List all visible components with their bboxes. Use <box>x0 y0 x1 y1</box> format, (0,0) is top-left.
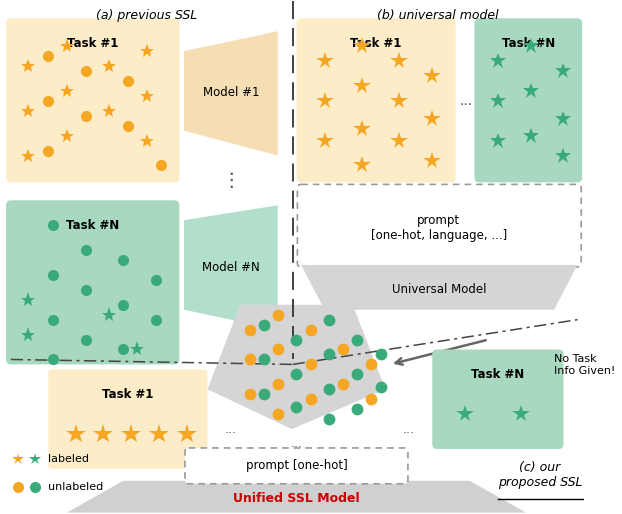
FancyBboxPatch shape <box>297 185 581 267</box>
FancyBboxPatch shape <box>432 350 564 449</box>
Text: ...: ... <box>290 437 302 450</box>
Text: Universal Model: Universal Model <box>392 283 486 297</box>
Text: No Task
Info Given!: No Task Info Given! <box>554 355 615 376</box>
Text: (a) previous SSL: (a) previous SSL <box>96 9 197 22</box>
Text: ...: ... <box>460 94 473 108</box>
Polygon shape <box>67 481 526 512</box>
Text: Model #1: Model #1 <box>203 86 259 99</box>
Text: ...: ... <box>225 423 237 435</box>
Polygon shape <box>301 265 577 310</box>
Text: labeled: labeled <box>49 454 89 464</box>
Text: Task #1: Task #1 <box>350 37 402 50</box>
Text: (b) universal model: (b) universal model <box>377 9 499 22</box>
Text: ...: ... <box>403 423 415 435</box>
Polygon shape <box>208 305 386 429</box>
FancyBboxPatch shape <box>475 19 582 182</box>
Text: Task #1: Task #1 <box>67 37 118 50</box>
Text: ⋮: ⋮ <box>221 171 241 190</box>
FancyBboxPatch shape <box>6 19 179 182</box>
Polygon shape <box>184 205 278 329</box>
FancyBboxPatch shape <box>297 19 456 182</box>
Text: prompt [one-hot]: prompt [one-hot] <box>246 460 347 472</box>
Text: Task #N: Task #N <box>502 37 555 50</box>
FancyBboxPatch shape <box>6 200 179 364</box>
Text: Task #N: Task #N <box>66 219 119 232</box>
FancyBboxPatch shape <box>185 448 408 484</box>
Text: (c) our
proposed SSL: (c) our proposed SSL <box>498 461 582 489</box>
Text: unlabeled: unlabeled <box>49 482 103 492</box>
Text: Task #1: Task #1 <box>102 388 154 401</box>
FancyBboxPatch shape <box>49 370 208 469</box>
Polygon shape <box>184 31 278 156</box>
Text: Model #N: Model #N <box>202 262 260 274</box>
Text: Task #N: Task #N <box>471 369 524 381</box>
Text: Unified SSL Model: Unified SSL Model <box>233 492 360 505</box>
Text: prompt
[one-hot, language, ...]: prompt [one-hot, language, ...] <box>371 214 507 242</box>
